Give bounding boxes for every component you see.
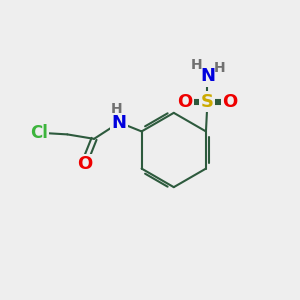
Text: N: N [112, 113, 127, 131]
Text: O: O [222, 93, 237, 111]
Text: Cl: Cl [30, 124, 48, 142]
Text: H: H [110, 102, 122, 116]
Text: N: N [200, 68, 215, 85]
Text: O: O [178, 93, 193, 111]
Text: H: H [214, 61, 226, 74]
Text: S: S [201, 93, 214, 111]
Text: O: O [77, 155, 93, 173]
Text: H: H [190, 58, 202, 71]
